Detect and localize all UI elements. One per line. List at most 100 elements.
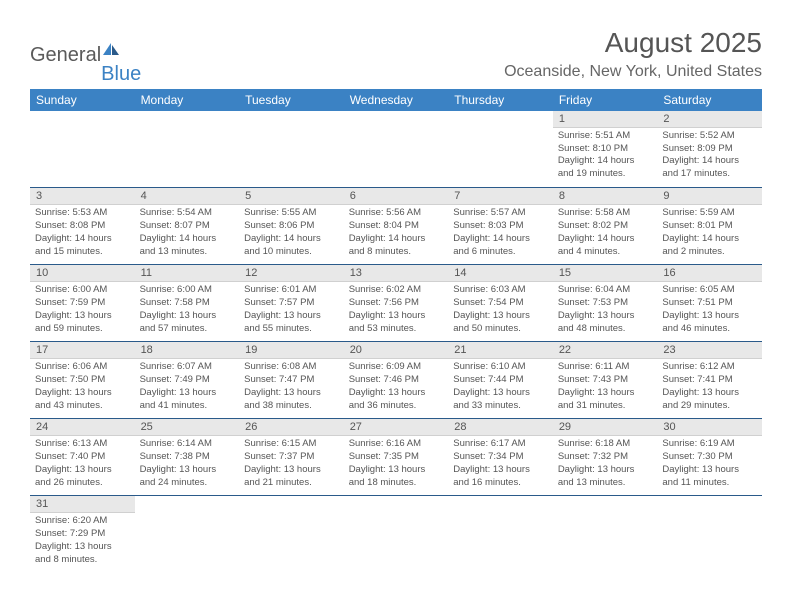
day-content: Sunrise: 6:13 AMSunset: 7:40 PMDaylight:…	[30, 436, 135, 492]
day-content: Sunrise: 6:19 AMSunset: 7:30 PMDaylight:…	[657, 436, 762, 492]
sunrise-line: Sunrise: 6:13 AM	[35, 438, 130, 451]
sunset-line: Sunset: 7:56 PM	[349, 297, 444, 310]
daylight-line1: Daylight: 13 hours	[453, 464, 548, 477]
day-number: 15	[553, 265, 658, 282]
calendar-cell: 3Sunrise: 5:53 AMSunset: 8:08 PMDaylight…	[30, 188, 135, 265]
daylight-line1: Daylight: 14 hours	[662, 233, 757, 246]
day-number: 11	[135, 265, 240, 282]
sunset-line: Sunset: 7:53 PM	[558, 297, 653, 310]
calendar-cell	[135, 111, 240, 188]
day-number: 20	[344, 342, 449, 359]
sunrise-line: Sunrise: 5:52 AM	[662, 130, 757, 143]
daylight-line1: Daylight: 13 hours	[349, 464, 444, 477]
day-number: 3	[30, 188, 135, 205]
sunrise-line: Sunrise: 6:00 AM	[140, 284, 235, 297]
day-number: 26	[239, 419, 344, 436]
daylight-line2: and 33 minutes.	[453, 400, 548, 413]
calendar-cell	[344, 111, 449, 188]
calendar-cell: 15Sunrise: 6:04 AMSunset: 7:53 PMDayligh…	[553, 265, 658, 342]
daylight-line2: and 13 minutes.	[558, 477, 653, 490]
calendar-row: 3Sunrise: 5:53 AMSunset: 8:08 PMDaylight…	[30, 188, 762, 265]
calendar-cell	[657, 496, 762, 573]
day-content: Sunrise: 6:17 AMSunset: 7:34 PMDaylight:…	[448, 436, 553, 492]
day-content: Sunrise: 5:52 AMSunset: 8:09 PMDaylight:…	[657, 128, 762, 184]
day-content: Sunrise: 6:04 AMSunset: 7:53 PMDaylight:…	[553, 282, 658, 338]
day-content: Sunrise: 5:58 AMSunset: 8:02 PMDaylight:…	[553, 205, 658, 261]
daylight-line2: and 19 minutes.	[558, 168, 653, 181]
sunset-line: Sunset: 7:32 PM	[558, 451, 653, 464]
day-number: 30	[657, 419, 762, 436]
sunset-line: Sunset: 8:01 PM	[662, 220, 757, 233]
day-number: 10	[30, 265, 135, 282]
sunrise-line: Sunrise: 6:14 AM	[140, 438, 235, 451]
day-content: Sunrise: 6:18 AMSunset: 7:32 PMDaylight:…	[553, 436, 658, 492]
day-content: Sunrise: 6:20 AMSunset: 7:29 PMDaylight:…	[30, 513, 135, 569]
sunset-line: Sunset: 7:41 PM	[662, 374, 757, 387]
sunset-line: Sunset: 7:38 PM	[140, 451, 235, 464]
sunrise-line: Sunrise: 5:53 AM	[35, 207, 130, 220]
day-content: Sunrise: 6:08 AMSunset: 7:47 PMDaylight:…	[239, 359, 344, 415]
calendar-cell	[344, 496, 449, 573]
calendar-cell: 29Sunrise: 6:18 AMSunset: 7:32 PMDayligh…	[553, 419, 658, 496]
daylight-line1: Daylight: 14 hours	[349, 233, 444, 246]
daylight-line2: and 16 minutes.	[453, 477, 548, 490]
day-content: Sunrise: 6:14 AMSunset: 7:38 PMDaylight:…	[135, 436, 240, 492]
sunset-line: Sunset: 8:04 PM	[349, 220, 444, 233]
calendar-cell: 12Sunrise: 6:01 AMSunset: 7:57 PMDayligh…	[239, 265, 344, 342]
sunset-line: Sunset: 8:10 PM	[558, 143, 653, 156]
daylight-line2: and 36 minutes.	[349, 400, 444, 413]
daylight-line1: Daylight: 13 hours	[140, 464, 235, 477]
day-content: Sunrise: 6:03 AMSunset: 7:54 PMDaylight:…	[448, 282, 553, 338]
calendar-cell: 26Sunrise: 6:15 AMSunset: 7:37 PMDayligh…	[239, 419, 344, 496]
day-number: 16	[657, 265, 762, 282]
daylight-line1: Daylight: 13 hours	[453, 310, 548, 323]
daylight-line1: Daylight: 14 hours	[244, 233, 339, 246]
weekday-saturday: Saturday	[657, 89, 762, 111]
calendar-row: 17Sunrise: 6:06 AMSunset: 7:50 PMDayligh…	[30, 342, 762, 419]
sunrise-line: Sunrise: 6:15 AM	[244, 438, 339, 451]
day-number: 25	[135, 419, 240, 436]
daylight-line1: Daylight: 13 hours	[35, 387, 130, 400]
day-content: Sunrise: 5:55 AMSunset: 8:06 PMDaylight:…	[239, 205, 344, 261]
header: General Blue August 2025 Oceanside, New …	[30, 28, 762, 81]
day-content: Sunrise: 5:56 AMSunset: 8:04 PMDaylight:…	[344, 205, 449, 261]
calendar-cell	[239, 496, 344, 573]
sunrise-line: Sunrise: 5:59 AM	[662, 207, 757, 220]
day-content: Sunrise: 6:00 AMSunset: 7:59 PMDaylight:…	[30, 282, 135, 338]
daylight-line2: and 17 minutes.	[662, 168, 757, 181]
calendar-cell: 14Sunrise: 6:03 AMSunset: 7:54 PMDayligh…	[448, 265, 553, 342]
daylight-line1: Daylight: 14 hours	[453, 233, 548, 246]
sunset-line: Sunset: 7:35 PM	[349, 451, 444, 464]
calendar-cell: 23Sunrise: 6:12 AMSunset: 7:41 PMDayligh…	[657, 342, 762, 419]
day-number: 6	[344, 188, 449, 205]
sunrise-line: Sunrise: 6:03 AM	[453, 284, 548, 297]
daylight-line1: Daylight: 14 hours	[662, 155, 757, 168]
day-content: Sunrise: 6:00 AMSunset: 7:58 PMDaylight:…	[135, 282, 240, 338]
day-content: Sunrise: 5:57 AMSunset: 8:03 PMDaylight:…	[448, 205, 553, 261]
daylight-line1: Daylight: 13 hours	[453, 387, 548, 400]
daylight-line2: and 18 minutes.	[349, 477, 444, 490]
sunrise-line: Sunrise: 6:16 AM	[349, 438, 444, 451]
day-number: 23	[657, 342, 762, 359]
sunset-line: Sunset: 7:58 PM	[140, 297, 235, 310]
sunrise-line: Sunrise: 5:55 AM	[244, 207, 339, 220]
sunset-line: Sunset: 7:37 PM	[244, 451, 339, 464]
calendar-cell: 6Sunrise: 5:56 AMSunset: 8:04 PMDaylight…	[344, 188, 449, 265]
day-number: 29	[553, 419, 658, 436]
daylight-line1: Daylight: 14 hours	[35, 233, 130, 246]
daylight-line2: and 8 minutes.	[349, 246, 444, 259]
month-title: August 2025	[504, 28, 762, 59]
daylight-line2: and 21 minutes.	[244, 477, 339, 490]
daylight-line2: and 4 minutes.	[558, 246, 653, 259]
day-number: 27	[344, 419, 449, 436]
day-number: 22	[553, 342, 658, 359]
calendar-cell: 22Sunrise: 6:11 AMSunset: 7:43 PMDayligh…	[553, 342, 658, 419]
day-number: 1	[553, 111, 658, 128]
calendar-cell	[135, 496, 240, 573]
daylight-line2: and 43 minutes.	[35, 400, 130, 413]
sunset-line: Sunset: 8:03 PM	[453, 220, 548, 233]
calendar-cell	[239, 111, 344, 188]
daylight-line1: Daylight: 13 hours	[35, 464, 130, 477]
weekday-friday: Friday	[553, 89, 658, 111]
calendar-cell: 11Sunrise: 6:00 AMSunset: 7:58 PMDayligh…	[135, 265, 240, 342]
